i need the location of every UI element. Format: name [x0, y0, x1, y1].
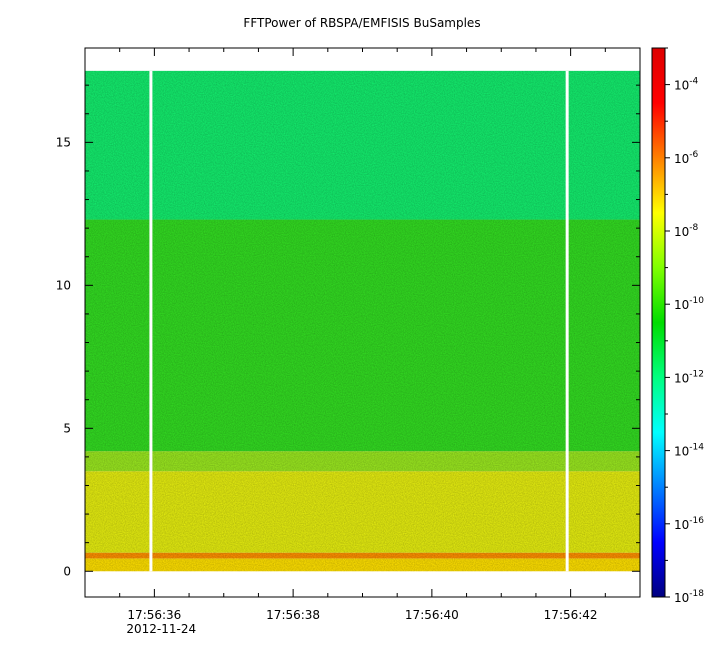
colorbar-tick-label-2: 10-8 — [674, 223, 699, 239]
colorbar-tick-label-0: 10-4 — [674, 77, 699, 93]
colorbar-tick-label-7: 10-18 — [674, 589, 704, 605]
x-tick-label-3: 17:56:42 — [544, 608, 598, 622]
colorbar-axis: 10-4 10-6 10-8 10-10 10-12 10-14 10-16 10-18 — [665, 47, 704, 605]
colorbar-tick-label-3: 10-10 — [674, 296, 704, 312]
data-gap-0 — [149, 70, 153, 572]
y-tick-label-15: 15 — [56, 135, 71, 149]
y-tick-label-0: 0 — [63, 564, 71, 578]
data-gap-1 — [565, 70, 569, 572]
colorbar-tick-label-1: 10-6 — [674, 150, 699, 166]
colorbar — [651, 47, 666, 598]
y-axis: 0 5 10 15 — [56, 84, 640, 578]
x-tick-label-2: 17:56:40 — [405, 608, 459, 622]
x-tick-label-1: 17:56:38 — [266, 608, 320, 622]
colorbar-tick-label-6: 10-16 — [674, 516, 704, 532]
colorbar-tick-label-5: 10-14 — [674, 443, 704, 459]
y-tick-label-5: 5 — [63, 421, 71, 435]
y-tick-label-10: 10 — [56, 278, 71, 292]
chart-title: FFTPower of RBSPA/EMFISIS BuSamples — [243, 16, 481, 30]
x-tick-sublabel-0: 2012-11-24 — [126, 622, 196, 636]
colorbar-tick-label-4: 10-12 — [674, 369, 704, 385]
data-gaps — [149, 70, 569, 572]
x-tick-label-0: 17:56:36 — [127, 608, 181, 622]
spectrogram-noise — [85, 70, 640, 572]
